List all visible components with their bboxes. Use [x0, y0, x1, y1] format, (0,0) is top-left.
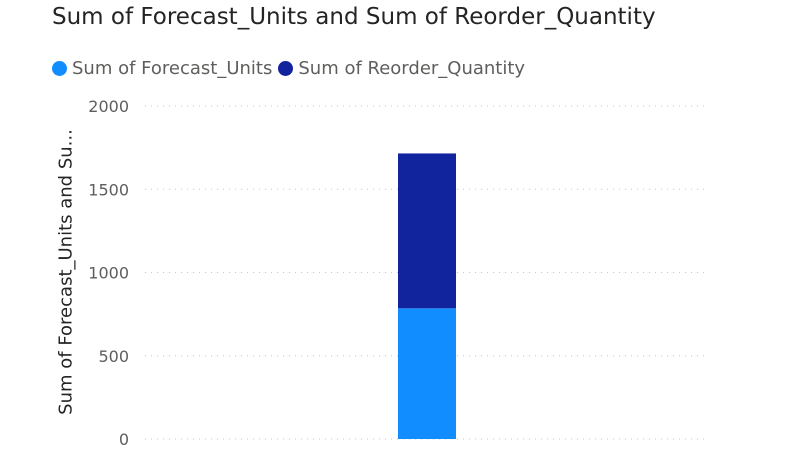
legend: Sum of Forecast_Units Sum of Reorder_Qua… [52, 58, 531, 79]
y-tick-label: 0 [119, 430, 129, 449]
legend-swatch-reorder-quantity [278, 61, 294, 76]
y-tick-label: 1000 [88, 264, 129, 283]
bar-segment-forecast-units[interactable] [398, 308, 456, 439]
legend-label-reorder-quantity: Sum of Reorder_Quantity [298, 58, 526, 79]
legend-swatch-forecast-units [52, 61, 67, 76]
legend-item-forecast-units[interactable]: Sum of Forecast_Units [52, 58, 272, 79]
bar-segment-reorder-quantity[interactable] [398, 153, 456, 309]
y-tick-label: 500 [98, 347, 129, 366]
y-tick-label: 2000 [88, 97, 129, 116]
chart-title: Sum of Forecast_Units and Sum of Reorder… [52, 4, 656, 30]
y-tick-label: 1500 [88, 180, 129, 199]
legend-item-reorder-quantity[interactable]: Sum of Reorder_Quantity [278, 58, 525, 79]
legend-label-forecast-units: Sum of Forecast_Units [72, 58, 273, 79]
